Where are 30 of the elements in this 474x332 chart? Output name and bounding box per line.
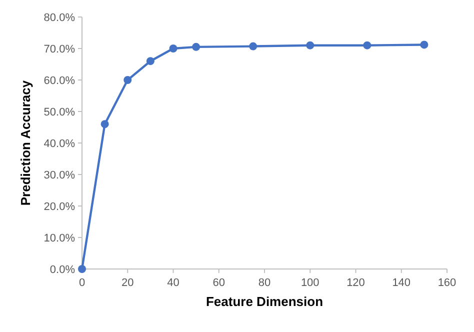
x-tick-label: 40 [167,277,180,289]
point [169,44,178,52]
x-tick-label: 80 [258,277,271,289]
point [192,42,200,51]
x-axis-title: Feature Dimension [206,294,324,309]
y-tick-label: 30.0% [44,169,76,182]
point [249,42,258,50]
point [420,40,428,49]
y-tick-label: 10.0% [44,232,76,244]
x-tick-label: 0 [78,277,86,289]
y-tick-label: 20.0% [44,200,76,213]
y-axis-title: Prediction Accuracy [18,80,33,206]
x-tick-label: 60 [212,277,225,289]
point [78,265,86,273]
x-tick-label: 20 [122,277,134,289]
x-tick-label: 120 [346,277,365,289]
point [363,41,372,50]
x-tick-label: 160 [438,277,456,289]
x-tick-label: 140 [392,277,411,289]
point [124,76,132,84]
point [146,57,154,66]
y-tick-label: 80.0% [44,12,76,24]
point [100,120,109,128]
y-tick-label: 0.0% [50,264,76,276]
point [306,41,314,50]
x-tick-label: 100 [300,277,320,289]
y-tick-label: 70.0% [44,43,76,56]
y-tick-label: 50.0% [44,106,76,118]
y-tick-label: 60.0% [44,74,76,87]
y-tick-label: 40.0% [44,138,76,150]
